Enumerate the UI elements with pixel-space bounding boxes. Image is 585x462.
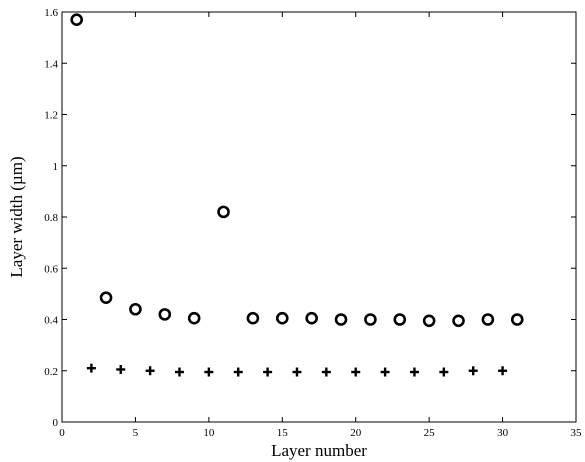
plus-marker <box>86 363 96 373</box>
plus-marker <box>351 367 361 377</box>
circle-marker <box>393 313 407 326</box>
plus-marker <box>204 367 214 377</box>
plus-marker <box>439 367 449 377</box>
plus-marker <box>321 367 331 377</box>
circle-marker <box>158 308 172 321</box>
x-axis-title: Layer number <box>271 441 367 460</box>
y-tick-label: 1 <box>53 161 59 173</box>
y-tick-label: 0.8 <box>44 212 58 224</box>
plot-frame <box>61 11 577 423</box>
x-tick-label: 10 <box>203 427 215 439</box>
data-markers <box>70 13 524 377</box>
circle-marker <box>510 313 524 326</box>
plus-marker <box>174 367 184 377</box>
x-tick-label: 5 <box>133 427 139 439</box>
plus-marker <box>233 367 243 377</box>
x-tick-label: 25 <box>424 427 436 439</box>
circle-marker <box>334 313 348 326</box>
plus-marker <box>468 366 478 376</box>
circle-marker <box>70 13 83 26</box>
plus-marker <box>498 366 508 376</box>
circle-marker <box>422 314 436 328</box>
y-tick-label: 0.2 <box>44 366 58 378</box>
y-tick-label: 1.6 <box>44 7 58 19</box>
x-tick-label: 30 <box>497 427 509 439</box>
y-tick-label: 1.4 <box>44 58 58 70</box>
y-tick-label: 0.4 <box>44 315 58 327</box>
y-tick-label: 1.2 <box>44 110 58 122</box>
circle-marker <box>364 313 377 326</box>
circle-marker <box>246 311 260 325</box>
circle-marker <box>129 302 142 316</box>
circle-marker <box>187 311 201 325</box>
x-tick-label: 20 <box>350 427 362 439</box>
circle-marker <box>275 311 289 325</box>
x-tick-label: 0 <box>59 427 65 439</box>
circle-marker <box>481 313 495 326</box>
circle-marker <box>217 205 230 219</box>
y-tick-label: 0 <box>53 417 59 429</box>
tick-marks <box>61 11 577 423</box>
plus-marker <box>263 367 273 377</box>
y-tick-label: 0.6 <box>44 263 58 275</box>
x-tick-label: 15 <box>277 427 289 439</box>
plus-marker <box>409 367 419 377</box>
circle-marker <box>99 291 113 305</box>
plus-marker <box>116 364 126 374</box>
y-axis-title: Layer width (µm) <box>7 156 26 277</box>
circle-marker <box>305 311 318 325</box>
plus-marker <box>145 366 155 376</box>
circle-marker <box>452 314 465 328</box>
x-tick-label: 35 <box>571 427 583 439</box>
plus-marker <box>380 367 390 377</box>
plus-marker <box>292 367 302 377</box>
tick-labels: 0 5 10 15 20 25 30 35 0 0.2 0.4 0.6 0.8 1 1.2 1.4 1.6 <box>44 7 582 439</box>
